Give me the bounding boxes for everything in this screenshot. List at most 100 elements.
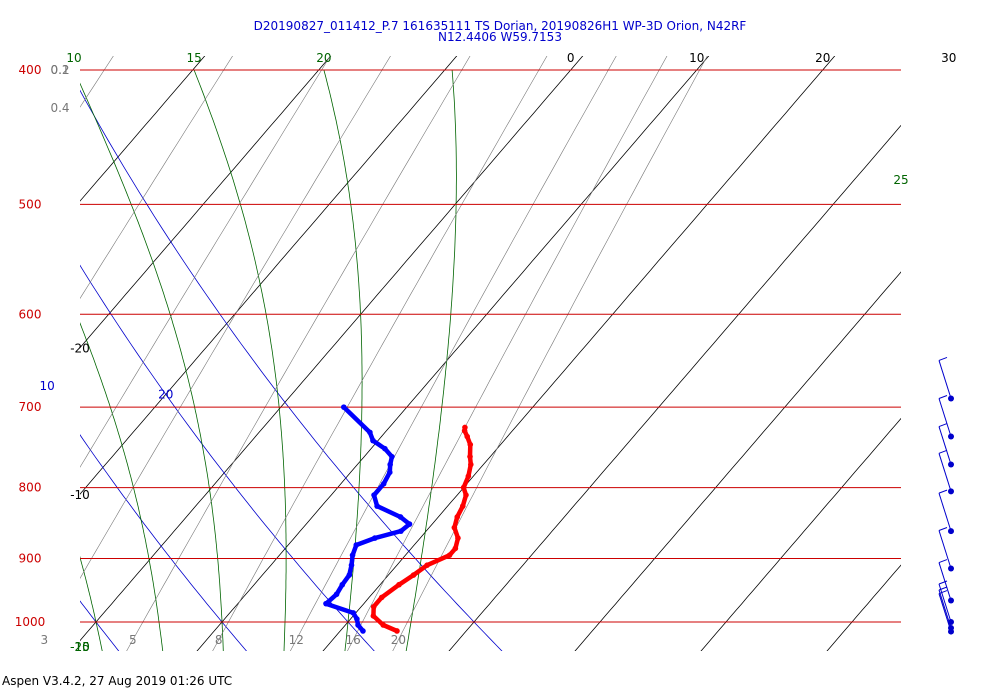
mixing-ratio-line [392, 56, 708, 651]
temperature-tick-label: 10 [689, 51, 704, 65]
dewpoint-data-point [348, 562, 355, 568]
moist-adiabat-line [80, 555, 103, 651]
wind-barb-flag [938, 590, 948, 595]
mixing-ratio-label: 20 [391, 633, 406, 647]
dewpoint-data-point [346, 572, 353, 578]
temperature-data-point [464, 433, 470, 440]
mixing-ratio-label: 8 [215, 633, 223, 647]
temperature-data-point [459, 503, 466, 509]
isotherm-line [448, 124, 901, 651]
moist-adiabat-label: -10 [70, 640, 90, 654]
wind-barb-staff [938, 530, 952, 569]
wind-barb-staff [938, 492, 952, 532]
title-line-1: D20190827_011412_P.7 161635111 TS Dorian… [253, 19, 747, 33]
moist-adiabat-line [323, 69, 363, 651]
dewpoint-data-point [398, 528, 404, 534]
dewpoint-data-point [354, 616, 360, 622]
pressure-tick-label: 700 [19, 400, 42, 414]
moist-adiabat-label: -20 [70, 640, 90, 654]
dewpoint-data-point [406, 521, 413, 527]
wind-barb-staff [938, 583, 952, 623]
dewpoint-data-point [371, 535, 378, 541]
wind-barb-staff [938, 593, 952, 632]
dewpoint-data-point [386, 469, 393, 476]
wind-barb-flag [938, 449, 948, 454]
mixing-ratio-line [126, 56, 471, 651]
temperature-data-point [465, 473, 472, 479]
dry-adiabat-line [80, 89, 503, 651]
wind-barb-flag [938, 395, 948, 399]
dewpoint-data-point [370, 437, 376, 444]
wind-barb-station [948, 597, 954, 604]
temperature-data-point [370, 613, 377, 619]
moist-adiabat-label: 25 [893, 173, 908, 187]
dewpoint-data-point [353, 542, 360, 548]
dewpoint-data-point [367, 429, 373, 436]
temperature-data-point [463, 492, 469, 498]
wind-barb-flag [938, 489, 948, 494]
wind-barb-staff [938, 360, 952, 399]
sounding-profiles [323, 404, 474, 634]
dewpoint-data-point [323, 600, 329, 607]
isotherm-line [574, 271, 901, 651]
mixing-ratio-label: 5 [129, 633, 137, 647]
dewpoint-data-point [389, 453, 395, 460]
chart-title: D20190827_011412_P.7 161635111 TS Dorian… [0, 19, 1000, 44]
wind-barb-station [948, 628, 954, 635]
isotherm-line [80, 56, 332, 349]
dewpoint-data-point [350, 610, 357, 616]
dewpoint-data-point [387, 461, 393, 468]
temperature-data-point [455, 535, 461, 541]
mixing-ratio-edge-label: 0.4 [50, 101, 69, 115]
dewpoint-data-point [355, 622, 361, 628]
temperature-tick-label: 20 [815, 51, 830, 65]
mixing-ratio-line [80, 56, 331, 468]
dewpoint-data-point [333, 591, 340, 598]
temperature-data-point [378, 594, 385, 601]
dewpoint-profile-line [323, 404, 412, 634]
wind-barb-flag [938, 527, 948, 531]
moist-adiabat-line [0, 70, 43, 657]
moist-adiabat-line [193, 69, 287, 651]
mixing-ratio-label: 16 [346, 633, 361, 647]
isotherm-line [948, 55, 1000, 657]
temperature-data-point [396, 581, 402, 588]
footer-version-timestamp: Aspen V3.4.2, 27 Aug 2019 01:26 UTC [2, 674, 233, 688]
wind-barb-staff [938, 589, 952, 629]
dewpoint-data-point [371, 492, 377, 498]
dry-adiabat-label: 20 [158, 387, 173, 401]
isotherm-line [0, 55, 80, 657]
temperature-data-point [467, 453, 473, 460]
pressure-tick-label: 800 [19, 481, 42, 495]
pressure-tick-label: 600 [19, 307, 42, 321]
wind-barb-station [948, 488, 954, 495]
dry-adiabat-line [80, 434, 247, 651]
isobars [80, 69, 901, 623]
title-line-2: N12.4406 W59.7153 [438, 30, 562, 44]
temperature-data-point [467, 441, 474, 448]
temperature-data-point [446, 552, 453, 558]
dewpoint-data-point [360, 628, 366, 634]
dry-adiabat-line [80, 264, 375, 651]
wind-barb-station [948, 528, 954, 535]
wind-barb-staff [938, 426, 952, 465]
isotherm-line [80, 56, 584, 642]
dewpoint-data-point [382, 445, 388, 452]
temperature-data-point [410, 572, 417, 578]
wind-barb-flag [938, 580, 948, 585]
mixing-ratio-line [80, 56, 391, 579]
mixing-ratio-line [80, 56, 233, 300]
wind-barb-station [948, 395, 954, 402]
temperature-data-point [370, 603, 377, 610]
wind-barb-flag [938, 559, 948, 564]
temperature-tick-label: 30 [941, 51, 956, 65]
temperature-data-point [454, 514, 461, 520]
dry-adiabat-label: 10 [39, 379, 54, 393]
mixing-ratio-line [80, 56, 114, 108]
wind-barb-flag [938, 586, 948, 591]
dewpoint-data-point [374, 503, 380, 509]
moist-adiabat-label: 10 [66, 51, 81, 65]
mixing-ratio-line [212, 56, 548, 651]
isotherm-edge-label: -20 [70, 341, 90, 355]
dewpoint-data-point [380, 480, 387, 487]
